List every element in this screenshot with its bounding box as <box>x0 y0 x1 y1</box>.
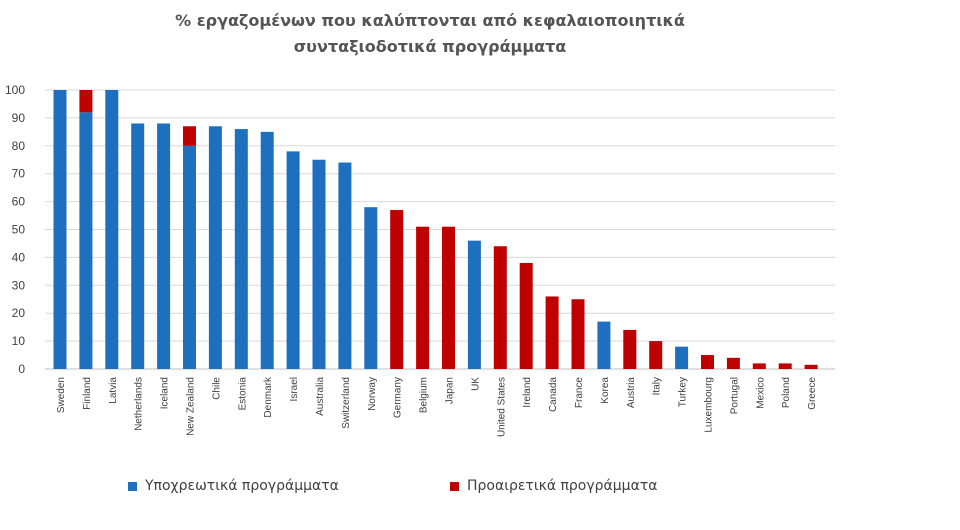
x-tick-label-denmark: Denmark <box>263 376 274 418</box>
x-tick-label-norway: Norway <box>367 377 378 411</box>
legend-label-voluntary: Προαιρετικά προγράμματα <box>467 478 658 494</box>
chart-title: % εργαζομένων που καλύπτονται από κεφαλα… <box>0 8 860 60</box>
bar-portugal-voluntary <box>726 357 740 369</box>
bar-latvia-mandatory <box>105 90 119 369</box>
x-tick-label-luxembourg: Luxembourg <box>704 377 715 433</box>
x-tick-label-germany: Germany <box>393 377 404 418</box>
y-tick-label-40: 40 <box>12 250 26 264</box>
bar-switzerland-mandatory <box>338 162 352 369</box>
bar-ireland-voluntary <box>519 262 533 369</box>
bar-estonia-mandatory <box>234 129 248 369</box>
x-tick-label-canada: Canada <box>548 377 559 412</box>
bar-canada-voluntary <box>545 296 559 369</box>
x-tick-label-greece: Greece <box>807 377 818 410</box>
bar-france-voluntary <box>571 299 585 369</box>
x-tick-label-france: France <box>574 377 585 409</box>
y-tick-label-80: 80 <box>12 139 26 153</box>
legend-item-mandatory: Υποχρεωτικά προγράμματα <box>128 476 339 496</box>
x-tick-label-uk: UK <box>470 377 481 391</box>
chart-title-line-2: συνταξιοδοτικά προγράμματα <box>293 37 567 56</box>
bar-australia-mandatory <box>312 159 326 369</box>
x-tick-label-chile: Chile <box>211 377 222 400</box>
x-tick-label-netherlands: Netherlands <box>134 377 145 431</box>
legend-item-voluntary: Προαιρετικά προγράμματα <box>450 476 657 496</box>
bar-turkey-mandatory <box>675 346 689 369</box>
bar-finland-mandatory <box>79 112 93 369</box>
bar-finland-voluntary <box>79 90 93 113</box>
x-tick-label-israel: Israel <box>289 377 300 401</box>
y-tick-label-0: 0 <box>18 362 25 376</box>
x-tick-label-italy: Italy <box>652 377 663 395</box>
x-tick-label-sweden: Sweden <box>56 377 67 413</box>
x-tick-label-estonia: Estonia <box>237 377 248 411</box>
bar-germany-voluntary <box>390 209 404 369</box>
y-tick-label-20: 20 <box>12 306 26 320</box>
x-tick-label-iceland: Iceland <box>160 377 171 409</box>
bar-mexico-voluntary <box>752 363 766 369</box>
bar-greece-voluntary <box>804 364 818 369</box>
bar-norway-mandatory <box>364 207 378 369</box>
bar-new-zealand-mandatory <box>183 145 196 369</box>
y-tick-label-90: 90 <box>12 111 26 125</box>
legend-swatch-mandatory <box>128 481 137 491</box>
bar-chile-mandatory <box>208 126 222 370</box>
chart-title-line-1: % εργαζομένων που καλύπτονται από κεφαλα… <box>175 11 685 30</box>
bar-uk-mandatory <box>467 240 481 369</box>
bar-korea-mandatory <box>597 321 611 369</box>
x-tick-label-latvia: Latvia <box>108 377 119 404</box>
x-tick-label-united-states: United States <box>496 377 507 437</box>
bar-poland-voluntary <box>778 363 792 369</box>
bar-sweden-mandatory <box>53 90 67 369</box>
y-tick-label-50: 50 <box>12 223 26 237</box>
legend-swatch-voluntary <box>450 481 459 491</box>
y-tick-label-10: 10 <box>12 334 26 348</box>
bar-japan-voluntary <box>442 226 455 369</box>
bar-new-zealand-voluntary <box>183 126 196 146</box>
x-tick-label-portugal: Portugal <box>729 377 740 414</box>
bar-denmark-mandatory <box>260 131 274 369</box>
bar-netherlands-mandatory <box>131 123 145 369</box>
x-tick-label-new-zealand: New Zealand <box>186 377 197 436</box>
bar-israel-mandatory <box>286 151 300 369</box>
y-tick-label-100: 100 <box>5 83 25 97</box>
x-tick-label-australia: Australia <box>315 377 326 416</box>
x-tick-label-turkey: Turkey <box>678 377 689 407</box>
y-tick-label-30: 30 <box>12 278 26 292</box>
bar-belgium-voluntary <box>416 226 430 369</box>
legend-label-mandatory: Υποχρεωτικά προγράμματα <box>145 478 339 494</box>
bar-united-states-voluntary <box>493 246 507 369</box>
x-tick-label-finland: Finland <box>82 377 93 410</box>
x-tick-label-mexico: Mexico <box>755 377 766 409</box>
x-tick-label-ireland: Ireland <box>522 377 533 408</box>
bar-austria-voluntary <box>623 329 637 369</box>
y-tick-label-70: 70 <box>12 167 26 181</box>
bar-iceland-mandatory <box>157 123 171 369</box>
bar-italy-voluntary <box>649 341 663 369</box>
x-tick-label-korea: Korea <box>600 377 611 404</box>
y-tick-label-60: 60 <box>12 195 26 209</box>
x-tick-label-switzerland: Switzerland <box>341 377 352 429</box>
x-tick-label-belgium: Belgium <box>419 377 430 413</box>
x-tick-label-poland: Poland <box>781 377 792 408</box>
x-tick-label-japan: Japan <box>445 377 456 404</box>
x-tick-label-austria: Austria <box>626 377 637 409</box>
bar-luxembourg-voluntary <box>701 355 714 369</box>
